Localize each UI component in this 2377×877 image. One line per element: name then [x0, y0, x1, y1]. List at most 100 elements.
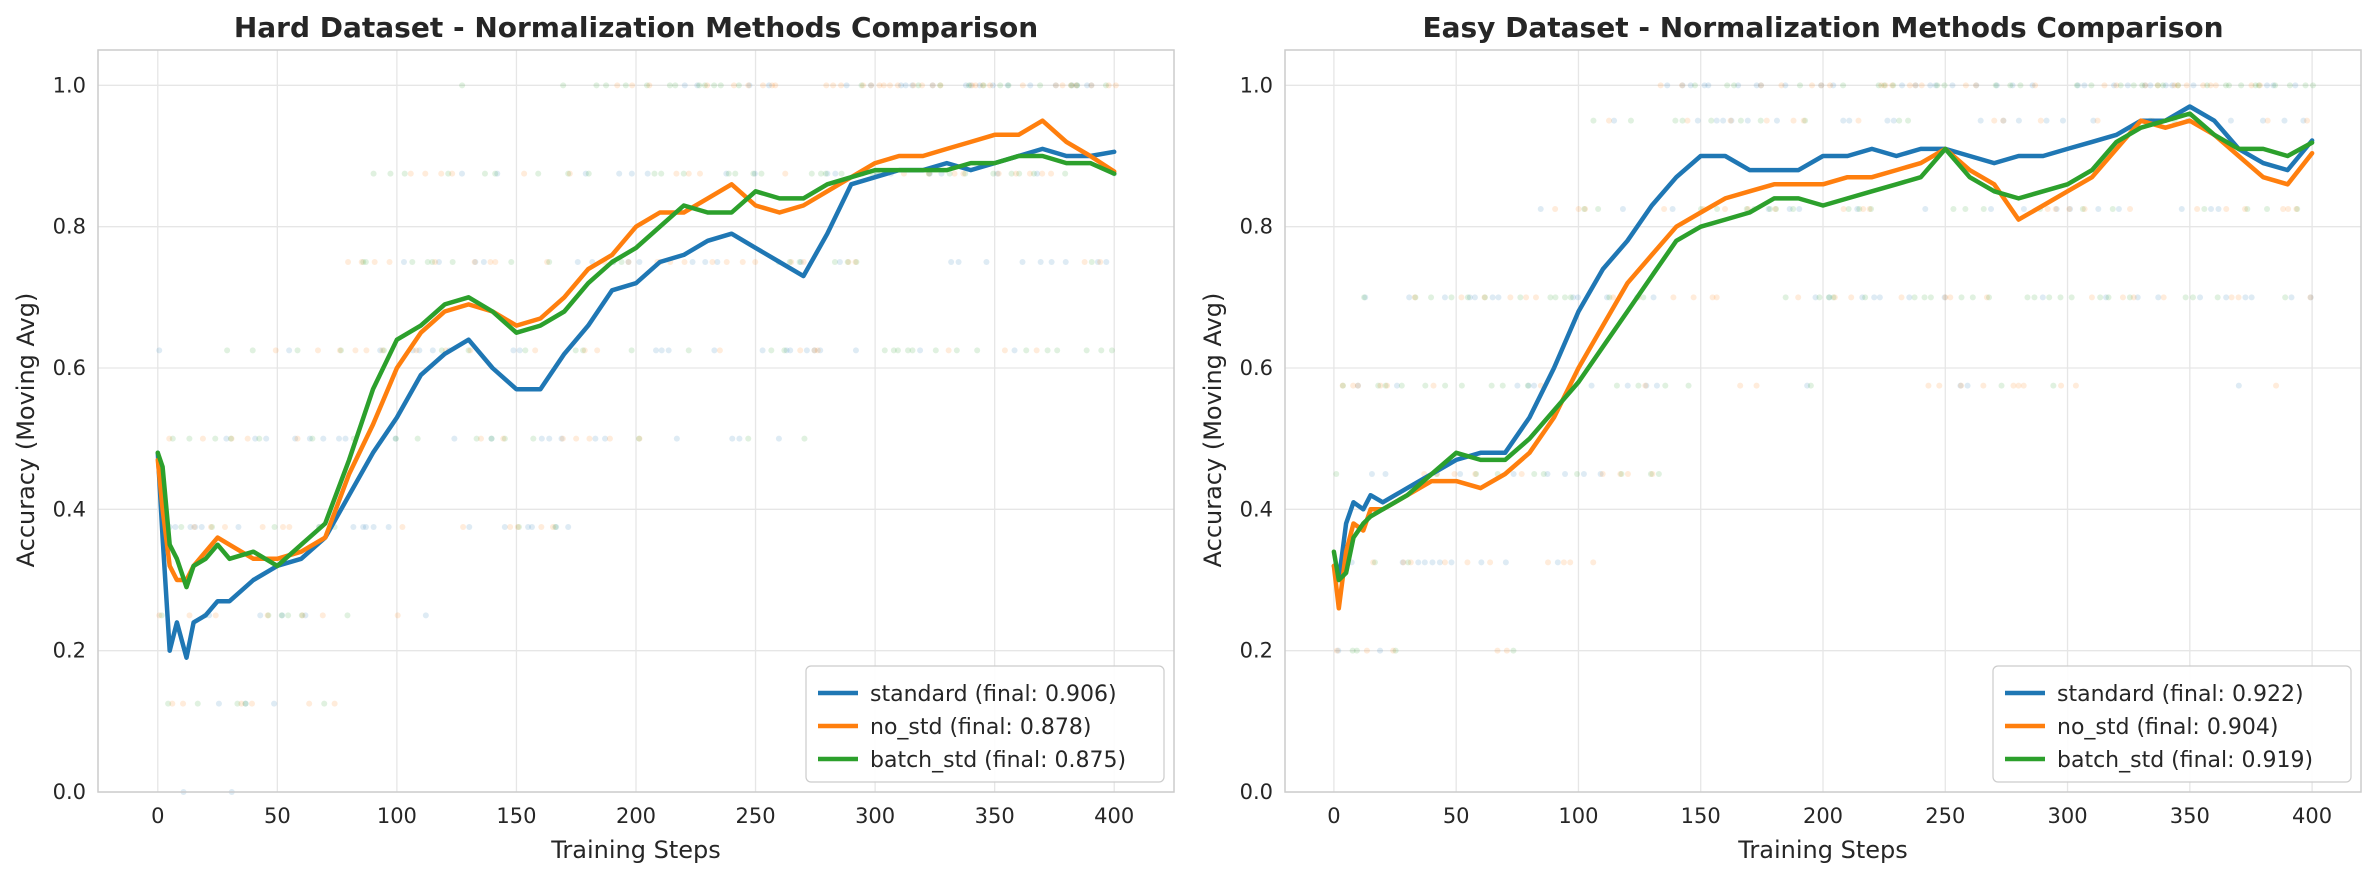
accuracy-dot	[775, 435, 782, 442]
accuracy-dot	[2286, 82, 2293, 89]
accuracy-dot	[953, 347, 960, 354]
y-tick-label: 0.4	[53, 497, 86, 521]
accuracy-dot	[2169, 82, 2176, 89]
accuracy-dot	[1098, 347, 1105, 354]
accuracy-dot	[1441, 559, 1448, 566]
accuracy-dot	[1709, 294, 1716, 301]
accuracy-dot	[292, 435, 299, 442]
accuracy-dot	[1611, 117, 1618, 124]
accuracy-dot	[1458, 294, 1465, 301]
accuracy-dot	[2029, 82, 2036, 89]
accuracy-dot	[750, 170, 757, 177]
accuracy-dot	[2171, 82, 2178, 89]
accuracy-dot	[1992, 82, 1999, 89]
accuracy-dot	[1898, 294, 1905, 301]
accuracy-dot	[1382, 382, 1389, 389]
accuracy-dot	[1687, 82, 1694, 89]
accuracy-dot	[1001, 347, 1008, 354]
accuracy-dot	[500, 435, 507, 442]
accuracy-dot	[1457, 471, 1464, 477]
accuracy-dot	[309, 435, 316, 442]
accuracy-dot	[565, 524, 572, 530]
accuracy-dot	[1595, 206, 1602, 212]
accuracy-dot	[915, 82, 922, 89]
accuracy-dot	[294, 347, 301, 354]
accuracy-dot	[1393, 382, 1400, 389]
accuracy-dot	[2252, 82, 2259, 89]
accuracy-dot	[2222, 82, 2229, 89]
accuracy-dot	[881, 347, 888, 354]
accuracy-dot	[1679, 82, 1686, 89]
accuracy-dot	[319, 612, 326, 619]
accuracy-dot	[2190, 82, 2197, 89]
accuracy-dot	[265, 612, 272, 619]
accuracy-dot	[1650, 294, 1657, 301]
accuracy-dot	[510, 347, 517, 354]
accuracy-dot	[2067, 206, 2074, 212]
accuracy-dot	[1339, 382, 1346, 389]
accuracy-dot	[2031, 294, 2038, 301]
accuracy-dot	[651, 170, 658, 177]
accuracy-dot	[1973, 82, 1980, 89]
accuracy-dot	[919, 82, 926, 89]
accuracy-dot	[1355, 382, 1362, 389]
legend-box	[805, 665, 1165, 783]
accuracy-dot	[2182, 294, 2189, 301]
accuracy-dot	[2111, 82, 2118, 89]
y-tick-label: 0.8	[53, 215, 86, 239]
accuracy-dot	[1912, 82, 1919, 89]
accuracy-dot	[932, 347, 939, 354]
accuracy-dot	[1574, 294, 1581, 301]
accuracy-dot	[1411, 294, 1418, 301]
accuracy-dot	[2248, 82, 2255, 89]
accuracy-dot	[1415, 559, 1422, 566]
accuracy-dot	[379, 347, 386, 354]
accuracy-dot	[814, 347, 821, 354]
accuracy-dot	[685, 170, 692, 177]
accuracy-dot	[535, 170, 542, 177]
accuracy-dot	[1481, 294, 1488, 301]
accuracy-dot	[917, 347, 924, 354]
accuracy-dot	[342, 435, 349, 442]
accuracy-dot	[1400, 559, 1407, 566]
accuracy-dot	[894, 82, 901, 89]
accuracy-dot	[409, 259, 416, 265]
accuracy-dot	[487, 259, 494, 265]
accuracy-dot	[1866, 206, 1873, 212]
accuracy-dot	[1044, 347, 1051, 354]
accuracy-dot	[242, 700, 249, 707]
accuracy-dot	[2072, 382, 2079, 389]
accuracy-dot	[2288, 294, 2295, 301]
accuracy-dot	[1008, 170, 1015, 177]
accuracy-dot	[666, 82, 673, 89]
accuracy-dot	[477, 435, 484, 442]
accuracy-dot	[1618, 471, 1625, 477]
accuracy-dot	[694, 82, 701, 89]
accuracy-dot	[1991, 117, 1998, 124]
accuracy-dot	[1737, 117, 1744, 124]
accuracy-dot	[1790, 117, 1797, 124]
accuracy-dot	[2273, 382, 2280, 389]
accuracy-dot	[1643, 382, 1650, 389]
series-line-no_std	[155, 118, 1117, 583]
accuracy-dot	[544, 259, 551, 265]
accuracy-dot	[1881, 82, 1888, 89]
accuracy-dot	[1062, 259, 1069, 265]
accuracy-dot	[1796, 82, 1803, 89]
accuracy-dot	[868, 82, 875, 89]
accuracy-dot	[2088, 294, 2095, 301]
accuracy-dot	[186, 612, 193, 619]
accuracy-dot	[1830, 294, 1837, 301]
accuracy-dot	[1489, 294, 1496, 301]
accuracy-dot	[1466, 294, 1473, 301]
accuracy-dot	[488, 435, 495, 442]
accuracy-dot	[2052, 206, 2059, 212]
accuracy-dot	[192, 524, 199, 530]
accuracy-dot	[1353, 647, 1360, 654]
accuracy-dot	[1518, 471, 1525, 477]
accuracy-dot	[1664, 82, 1671, 89]
accuracy-dot	[1807, 382, 1814, 389]
accuracy-dot	[1363, 647, 1370, 654]
accuracy-dot	[432, 259, 439, 265]
